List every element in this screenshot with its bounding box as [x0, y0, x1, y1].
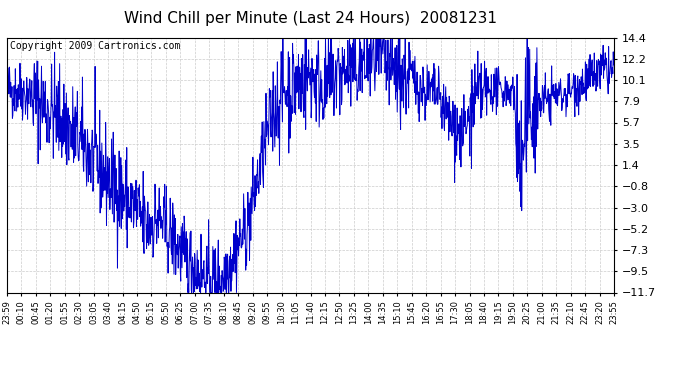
Text: Copyright 2009 Cartronics.com: Copyright 2009 Cartronics.com — [10, 41, 180, 51]
Text: Wind Chill per Minute (Last 24 Hours)  20081231: Wind Chill per Minute (Last 24 Hours) 20… — [124, 11, 497, 26]
